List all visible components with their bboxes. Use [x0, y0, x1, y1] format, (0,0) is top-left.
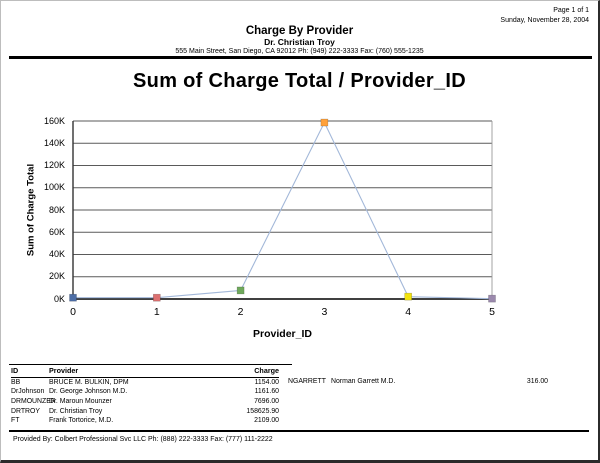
provider-charge-table-right: NGARRETT Norman Garrett M.D. 316.00 — [288, 377, 548, 387]
practice-address: 555 Main Street, San Diego, CA 92012 Ph:… — [175, 47, 424, 55]
cell-provider: Dr. George Johnson M.D. — [49, 388, 128, 396]
provider-charge-table-left: ID Provider Charge BB BRUCE M. BULKIN, DPM 11… — [11, 365, 279, 425]
x-tick-label: 4 — [405, 306, 412, 318]
report-header: Charge By Provider Dr. Christian Troy 55… — [1, 25, 598, 56]
data-point-marker — [488, 294, 496, 303]
cell-charge: 7696.00 — [254, 397, 279, 405]
table-row: NGARRETT Norman Garrett M.D. 316.00 — [288, 377, 548, 387]
report-title: Charge By Provider — [245, 25, 354, 37]
cell-provider: Dr. Christian Troy — [49, 407, 103, 415]
data-point-marker — [69, 293, 77, 302]
y-axis-title: Sum of Charge Total — [25, 163, 37, 257]
data-point-marker — [236, 286, 245, 295]
cell-id: NGARRETT — [288, 378, 326, 386]
x-tick-label: 0 — [70, 306, 76, 318]
y-tick-label: 0K — [53, 293, 65, 304]
y-tick-label: 60K — [48, 226, 65, 237]
table-row: DRTROY Dr. Christian Troy 158625.90 — [11, 406, 279, 416]
y-tick-label: 80K — [48, 204, 65, 215]
report-date: Sunday, November 28, 2004 — [500, 16, 589, 24]
footer-text: Provided By: Colbert Professional Svc LL… — [13, 436, 273, 443]
cell-charge: 1161.60 — [254, 388, 279, 396]
y-tick-label: 40K — [48, 249, 65, 259]
header-cell-charge: Charge — [254, 366, 279, 376]
header-cell-provider: Provider — [49, 366, 79, 376]
page-number: Page 1 of 1 — [553, 7, 589, 14]
data-series-line — [72, 121, 493, 300]
cell-provider: BRUCE M. BULKIN, DPM — [49, 378, 129, 386]
cell-id: DRMOUNZER — [11, 397, 56, 405]
x-tick-label: 3 — [321, 306, 328, 318]
y-tick-label: 160K — [43, 115, 65, 126]
table-row: DRMOUNZER Dr. Maroun Mounzer 7696.00 — [11, 397, 279, 407]
chart-title: Sum of Charge Total / Provider_ID — [133, 70, 466, 92]
provider-name: Dr. Christian Troy — [264, 37, 335, 47]
cell-id: BB — [11, 378, 21, 386]
x-tick-label: 2 — [237, 306, 244, 318]
footer-divider — [9, 430, 589, 432]
y-tick-label: 120K — [43, 160, 65, 170]
page-info: Page 1 of 1 Sunday, November 28, 2004 — [500, 6, 589, 25]
y-tick-label: 100K — [43, 182, 65, 193]
data-point-marker — [320, 118, 329, 127]
header-cell-id: ID — [11, 366, 19, 376]
data-point-marker — [404, 292, 413, 301]
table-row: BB BRUCE M. BULKIN, DPM 1154.00 — [11, 378, 279, 388]
table-row: DrJohnson Dr. George Johnson M.D. 1161.60 — [11, 387, 279, 397]
cell-provider: Dr. Maroun Mounzer — [49, 397, 112, 405]
cell-id: FT — [11, 417, 20, 425]
cell-provider: Norman Garrett M.D. — [331, 378, 396, 386]
table-header-row: ID Provider Charge — [11, 365, 279, 378]
x-tick-label: 1 — [153, 306, 160, 318]
y-tick-label: 140K — [43, 137, 65, 148]
cell-provider: Frank Tortorice, M.D. — [49, 417, 114, 425]
header-divider — [9, 56, 592, 59]
x-tick-label: 5 — [489, 306, 495, 318]
cell-id: DRTROY — [11, 407, 40, 415]
table-row: FT Frank Tortorice, M.D. 2109.00 — [11, 416, 279, 426]
line-plot — [69, 118, 496, 303]
cell-charge: 1154.00 — [254, 378, 279, 386]
data-point-marker — [153, 293, 161, 302]
cell-charge: 2109.00 — [254, 417, 279, 425]
x-axis-title: Provider_ID — [253, 328, 312, 340]
y-tick-label: 20K — [48, 271, 65, 282]
cell-id: DrJohnson — [11, 388, 45, 396]
table-top-divider — [9, 364, 292, 365]
cell-charge: 158625.90 — [246, 407, 279, 415]
cell-charge: 316.00 — [526, 378, 548, 386]
